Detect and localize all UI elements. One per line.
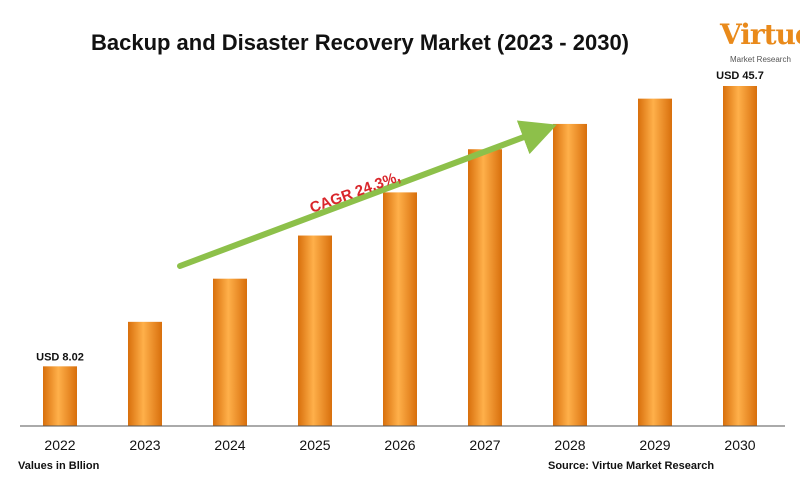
bar-2030 (723, 85, 757, 426)
x-tick-label-2028: 2028 (554, 437, 585, 453)
x-tick-label-2030: 2030 (724, 437, 755, 453)
x-tick-label-2029: 2029 (639, 437, 670, 453)
x-tick-label-2023: 2023 (129, 437, 160, 453)
x-axis-ticks: 2022 2023 2024 2025 2026 2027 2028 2029 2030 (44, 437, 755, 453)
x-tick-label-2026: 2026 (384, 437, 415, 453)
bar-2022 (43, 366, 77, 426)
data-label-last: USD 45.7 (716, 70, 764, 82)
bar-2027 (468, 149, 502, 426)
bar-2024 (213, 278, 247, 426)
x-tick-label-2024: 2024 (214, 437, 245, 453)
bars-group (43, 85, 757, 426)
x-tick-label-2025: 2025 (299, 437, 330, 453)
bar-2026 (383, 192, 417, 426)
logo-wordmark: Virtue (720, 18, 800, 51)
x-tick-label-2022: 2022 (44, 437, 75, 453)
chart-title: Backup and Disaster Recovery Market (202… (90, 30, 630, 55)
bar-2029 (638, 98, 672, 426)
source-note: Source: Virtue Market Research (548, 460, 715, 472)
bar-2028 (553, 123, 587, 426)
bar-2023 (128, 321, 162, 426)
x-tick-label-2027: 2027 (469, 437, 500, 453)
unit-note: Values in Bllion (18, 460, 100, 472)
logo-tagline: Market Research (730, 55, 791, 64)
growth-arrow (177, 120, 557, 269)
bar-2025 (298, 235, 332, 426)
data-label-first: USD 8.02 (36, 351, 84, 363)
